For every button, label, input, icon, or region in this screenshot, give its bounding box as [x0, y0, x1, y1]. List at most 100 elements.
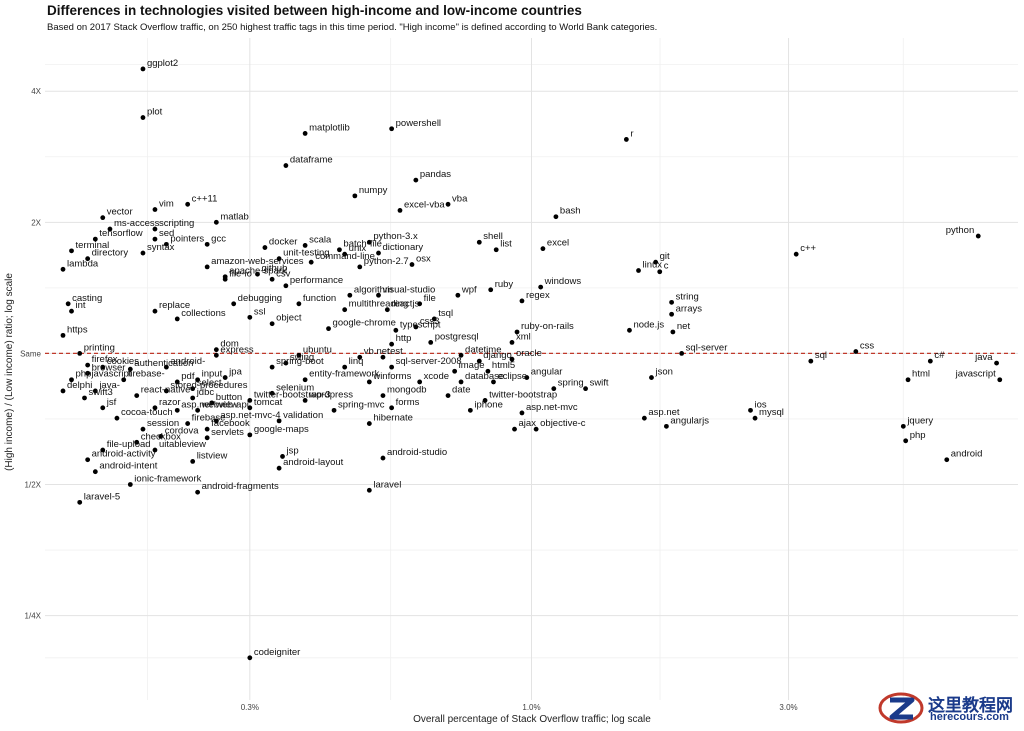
point-ionic-framework	[127, 482, 133, 487]
point-git	[653, 259, 659, 265]
point-bash	[553, 214, 559, 220]
point-object	[269, 321, 275, 327]
point-vector	[100, 215, 106, 221]
point-label-mysql: mysql	[759, 407, 784, 418]
point-label-ios: ios	[755, 399, 767, 410]
point-react-native	[134, 393, 140, 399]
point-label-ionic-framework: ionic-framework	[134, 474, 201, 485]
point-label-python: python	[946, 225, 975, 236]
point-vim	[152, 207, 158, 212]
point-label-android: android	[951, 449, 983, 460]
point-image	[452, 368, 458, 374]
point-label-reactjs: reactjs	[391, 299, 419, 310]
point-label-int: int	[76, 300, 86, 311]
point-file-upload	[100, 447, 106, 453]
point-visual-studio	[376, 292, 381, 298]
point-unit-testing	[276, 256, 282, 262]
point-label-google-maps: google-maps	[254, 424, 309, 435]
point-reactjs	[384, 307, 390, 313]
point-label-google-chrome: google-chrome	[333, 318, 396, 329]
point-net	[670, 329, 676, 335]
point-android-studio	[380, 455, 386, 461]
point-label-browser: browser	[92, 362, 126, 373]
point-webview	[195, 407, 201, 413]
point-cookies	[100, 364, 106, 370]
point-firebase	[121, 377, 127, 383]
point-label-firebase: firebase	[192, 413, 226, 424]
watermark-text-cn: 这里教程网	[928, 696, 1013, 716]
point-label-https: https	[67, 324, 88, 335]
point-label-wordpress: wordpress	[308, 389, 353, 400]
point-label-bash: bash	[560, 206, 581, 217]
point-dictionary	[376, 250, 381, 256]
point-command-line	[308, 259, 314, 265]
point-sql-server	[679, 351, 685, 356]
point-label-tomcat: tomcat	[254, 397, 283, 408]
point-windows	[538, 284, 544, 290]
point-regex	[519, 298, 525, 304]
point-performance	[283, 283, 289, 289]
point-label-spring: spring	[558, 378, 584, 389]
point-node-js	[627, 327, 632, 333]
y-tick-label-1: 2X	[31, 218, 41, 227]
point-ubuntu	[296, 352, 302, 358]
point-wpf	[455, 292, 461, 298]
point-session	[140, 426, 146, 432]
point-twitter-bootstrap-3	[247, 397, 253, 403]
point-swift3	[82, 395, 87, 401]
point-label-c: c#	[934, 350, 945, 361]
point-tomcat	[247, 405, 253, 411]
point-spring-mvc	[331, 407, 337, 413]
point-label-ajax: ajax	[519, 418, 537, 429]
point-label-phpjavascript: phpjavascript	[76, 369, 132, 380]
point-angularjs	[664, 423, 669, 429]
point-phpjavascript	[69, 377, 74, 383]
point-label-python-2-7: python-2.7	[364, 256, 409, 267]
point-label-xml: xml	[516, 331, 531, 342]
point-label-osx: osx	[416, 254, 431, 265]
point-http	[389, 341, 395, 347]
point-matplotlib	[302, 131, 308, 136]
point-label-database: database	[465, 371, 504, 382]
point-android-layout	[276, 465, 282, 471]
point-label-vector: vector	[107, 207, 133, 218]
point-label-sql-server: sql-server	[686, 342, 728, 353]
point-label-css: css	[860, 341, 875, 352]
point-jquery	[900, 423, 906, 429]
point-vba	[445, 201, 451, 207]
point-label-laravel: laravel	[373, 479, 401, 490]
point-label-powershell: powershell	[396, 118, 441, 129]
point-label-linq: linq	[349, 356, 364, 367]
point-label-postgresql: postgresql	[435, 331, 479, 342]
point-label-printing: printing	[84, 342, 115, 353]
point-jsf	[100, 405, 106, 411]
point-datetime	[458, 352, 464, 358]
point-ruby	[488, 287, 494, 293]
point-label-codeigniter: codeigniter	[254, 647, 300, 658]
x-tick-labels: 0.3% 1.0% 3.0%	[241, 703, 798, 712]
point-label-objective-c: objective-c	[540, 418, 586, 429]
point-label-ggplot2: ggplot2	[147, 58, 178, 69]
point-label-jpa: jpa	[228, 367, 242, 378]
data-points	[60, 66, 1003, 661]
point-list	[493, 247, 499, 253]
point-label-dom: dom	[220, 339, 239, 350]
point-label-razor: razor	[159, 397, 181, 408]
chart-subtitle: Based on 2017 Stack Overflow traffic, on…	[47, 22, 658, 33]
point-label-button: button	[216, 392, 242, 403]
point-label-vba: vba	[452, 193, 468, 204]
point-label-csv: csv	[276, 268, 291, 279]
point-label-cookies: cookies	[107, 356, 139, 367]
point-r	[623, 137, 629, 142]
point-casting	[65, 301, 71, 307]
point-label-android-layout: android-layout	[283, 457, 344, 468]
point-firefox	[85, 362, 91, 368]
point-label-file-upload: file-upload	[107, 439, 151, 450]
point-label-linux: linux	[643, 260, 663, 271]
point-cocoa-touch	[114, 415, 120, 421]
point-label-http: http	[396, 333, 412, 344]
point-python-3-x	[366, 239, 372, 245]
point-label-gcc: gcc	[211, 233, 226, 244]
point-label-java: java	[974, 352, 993, 363]
watermark-badge-icon	[878, 692, 924, 724]
